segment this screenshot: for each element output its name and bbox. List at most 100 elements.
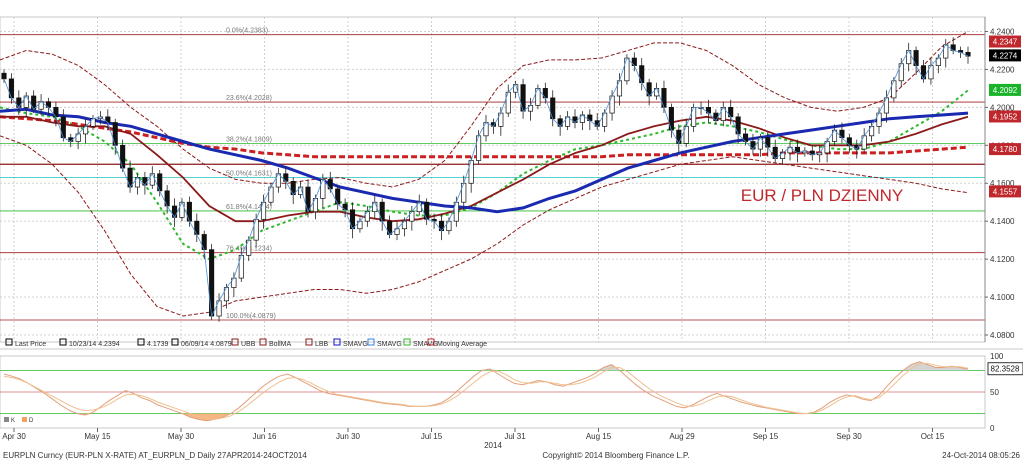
- k-label: K: [11, 418, 15, 424]
- price-tag: 4.2092: [989, 83, 1021, 96]
- candle-body: [1, 72, 7, 80]
- lower-bollinger-band: [0, 135, 969, 317]
- legend-item: SMAVG: [333, 338, 368, 348]
- legend-item: 10/23/14 4.2394: [59, 338, 120, 348]
- legend-swatch: [333, 338, 341, 346]
- fib-level-label: 61.8%(4.1454): [226, 204, 272, 211]
- stochastic-oversold-area: [4, 413, 968, 421]
- x-tick-label: Oct 15: [921, 432, 945, 441]
- d-swatch: [22, 417, 27, 422]
- legend-label: BollMA: [269, 341, 292, 348]
- legend-label: UBB: [241, 341, 256, 348]
- fib-level-label: 100.0%(4.0879): [226, 313, 276, 320]
- moving-averages: [0, 89, 969, 261]
- candle-body: [609, 95, 615, 114]
- legend-swatch: [403, 338, 411, 346]
- legend-label: Moving Average: [437, 341, 487, 348]
- candle-body: [424, 201, 430, 220]
- price-tag-label: 4.1952: [993, 112, 1018, 121]
- legend-swatch: [259, 338, 267, 346]
- legend-swatch: [305, 338, 313, 346]
- x-tick-label: Jul 15: [421, 432, 443, 441]
- legend-item: Moving Average: [427, 338, 487, 348]
- legend-swatch: [427, 338, 435, 346]
- legend-label: SMAVG: [377, 341, 402, 348]
- candle-body: [661, 88, 667, 108]
- footer: EURPLN Curncy (EUR-PLN X-RATE) AT_EURPLN…: [3, 451, 1021, 460]
- price-tag-label: 4.2347: [993, 38, 1018, 47]
- candle-body: [965, 52, 971, 57]
- legend-item: BollMA: [259, 338, 292, 348]
- price-tag-label: 4.1780: [993, 145, 1018, 154]
- fib-level-label: 50.0%(4.1631): [226, 170, 272, 177]
- stochastic-y-label: 0: [990, 424, 995, 433]
- price-candle: [965, 46, 971, 64]
- candle-body: [223, 287, 230, 302]
- fib-level-label: 38.2%(4.1809): [226, 137, 272, 144]
- price-tag: 4.2347: [989, 35, 1021, 48]
- price-tag: 4.1780: [989, 143, 1021, 156]
- x-tick-label: Aug 29: [669, 432, 695, 441]
- price-tags: 4.2347 4.2274 4.2092 4.1952 4.1780 4.1557: [989, 35, 1021, 198]
- legend-label: LBB: [315, 341, 329, 348]
- legend: Last Price 10/23/14 4.2394 4.1739 06/09/14 …: [0, 338, 1023, 350]
- candle-body: [906, 50, 912, 65]
- price-tag-box: [989, 35, 1021, 48]
- candle-body: [179, 201, 185, 218]
- legend-swatch: [171, 338, 179, 346]
- price-tag-box: [989, 83, 1021, 96]
- legend-label: 06/09/14 4.0879: [181, 341, 232, 348]
- candle-body: [209, 249, 215, 317]
- candle-body: [898, 63, 904, 82]
- y-tick-label: 4.1000: [990, 293, 1015, 302]
- y-tick-label: 4.2000: [990, 103, 1015, 112]
- legend-item: 06/09/14 4.0879: [171, 338, 232, 348]
- x-tick-label: Jun 16: [252, 432, 277, 441]
- y-tick-label: 4.1200: [990, 255, 1015, 264]
- y-tick-label: 4.2200: [990, 65, 1015, 74]
- x-tick-label: Sep 30: [836, 432, 862, 441]
- price-tag-label: 4.2274: [993, 51, 1018, 60]
- moving-average-dashed: [0, 115, 969, 159]
- price-tag: 4.2274: [989, 49, 1021, 62]
- candle-body: [320, 179, 326, 199]
- x-tick-label: May 30: [168, 432, 195, 441]
- price-tag: 4.1952: [989, 110, 1021, 123]
- legend-label: 4.1739: [147, 341, 169, 348]
- price-tag-box: [989, 143, 1021, 156]
- x-tick-label: Sep 15: [753, 432, 779, 441]
- chart-title: EUR / PLN DZIENNY: [741, 186, 903, 205]
- x-tick-label: Jul 31: [504, 432, 526, 441]
- y-tick-label: 4.1600: [990, 179, 1015, 188]
- x-tick-label: Jun 30: [336, 432, 361, 441]
- y-axis: 4.08004.10004.12004.14004.16004.18004.20…: [984, 17, 1015, 342]
- legend-item: SMAVG: [367, 338, 402, 348]
- legend-swatch: [5, 338, 13, 346]
- candle-body: [186, 201, 192, 222]
- stochastic-y-label: 50: [990, 388, 999, 397]
- legend-item: LBB: [305, 338, 329, 348]
- candle-body: [379, 201, 385, 222]
- y-tick-label: 4.1400: [990, 217, 1015, 226]
- x-tick-label: May 15: [84, 432, 111, 441]
- price-candle: [209, 243, 215, 320]
- price-tag-label: 4.1557: [993, 187, 1018, 196]
- x-tick-label: Apr 30: [2, 432, 26, 441]
- price-tag-box: [989, 110, 1021, 123]
- candle-body: [238, 254, 244, 279]
- price-tag-box: [989, 185, 1021, 198]
- footer-left: EURPLN Curncy (EUR-PLN X-RATE) AT_EURPLN…: [3, 451, 307, 460]
- legend-swatch: [59, 338, 67, 346]
- legend-label: Last Price: [15, 341, 46, 348]
- fib-level-label: 23.6%(4.2028): [226, 95, 272, 102]
- stochastic-price-box: [987, 362, 1023, 376]
- candle-body: [913, 50, 919, 66]
- y-tick-label: 4.0800: [990, 331, 1015, 340]
- legend-swatch: [231, 338, 239, 346]
- candle-body: [520, 84, 526, 112]
- candle-body: [127, 167, 133, 188]
- stochastic-price-tag: 82.3528: [987, 362, 1023, 376]
- legend-label: SMAVG: [413, 341, 438, 348]
